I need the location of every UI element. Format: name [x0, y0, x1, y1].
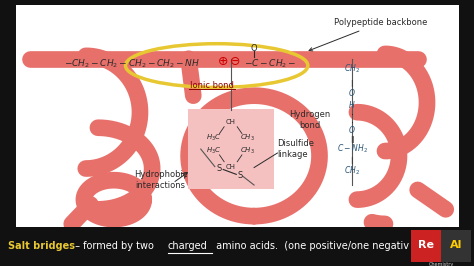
Text: $|$: $|$ — [350, 77, 354, 89]
Text: $|$: $|$ — [350, 155, 354, 166]
Text: Disulfide
linkage: Disulfide linkage — [277, 139, 314, 159]
Text: S: S — [217, 164, 222, 173]
Text: $H_3C$: $H_3C$ — [206, 146, 221, 156]
Text: $O$: $O$ — [348, 87, 356, 98]
FancyBboxPatch shape — [411, 230, 441, 263]
Text: $\oplus\ominus$: $\oplus\ominus$ — [217, 55, 241, 68]
Text: $CH_3$: $CH_3$ — [240, 132, 255, 143]
Text: CH: CH — [226, 119, 236, 125]
Text: amino acids.  (one positive/one negative): amino acids. (one positive/one negative) — [213, 241, 419, 251]
Text: $H$: $H$ — [348, 99, 356, 110]
Text: charged: charged — [168, 241, 208, 251]
Text: $O$: $O$ — [348, 124, 356, 135]
FancyBboxPatch shape — [188, 109, 273, 189]
Text: $CH_2$: $CH_2$ — [344, 62, 360, 75]
Text: O: O — [251, 44, 257, 53]
Text: – formed by two: – formed by two — [72, 241, 157, 251]
Text: Ionic bond: Ionic bond — [190, 81, 234, 90]
Text: $\cdot$: $\cdot$ — [350, 109, 354, 119]
Text: $H_3C$: $H_3C$ — [206, 132, 221, 143]
Text: S: S — [237, 171, 243, 180]
Text: $-C-CH_2-$: $-C-CH_2-$ — [244, 57, 296, 70]
FancyBboxPatch shape — [441, 230, 471, 263]
Text: Hydrogen
bond: Hydrogen bond — [290, 110, 331, 130]
Text: $CH_3$: $CH_3$ — [240, 146, 255, 156]
Text: $CH_2$: $CH_2$ — [344, 164, 360, 177]
Text: Salt bridges: Salt bridges — [8, 241, 75, 251]
Text: Chemistry: Chemistry — [428, 262, 454, 266]
Text: Al: Al — [450, 240, 463, 250]
Text: Hydrophobic
interactions: Hydrophobic interactions — [134, 171, 187, 190]
Text: $\|$: $\|$ — [350, 134, 355, 145]
Text: Polypeptide backbone: Polypeptide backbone — [309, 18, 427, 51]
Text: $\cdot$: $\cdot$ — [350, 117, 354, 127]
Text: $C-NH_2$: $C-NH_2$ — [337, 143, 368, 155]
Text: Re: Re — [418, 240, 434, 250]
Text: CH: CH — [226, 164, 236, 170]
Text: $-CH_2-CH_2-CH_2-CH_2-NH$: $-CH_2-CH_2-CH_2-CH_2-NH$ — [64, 57, 201, 70]
